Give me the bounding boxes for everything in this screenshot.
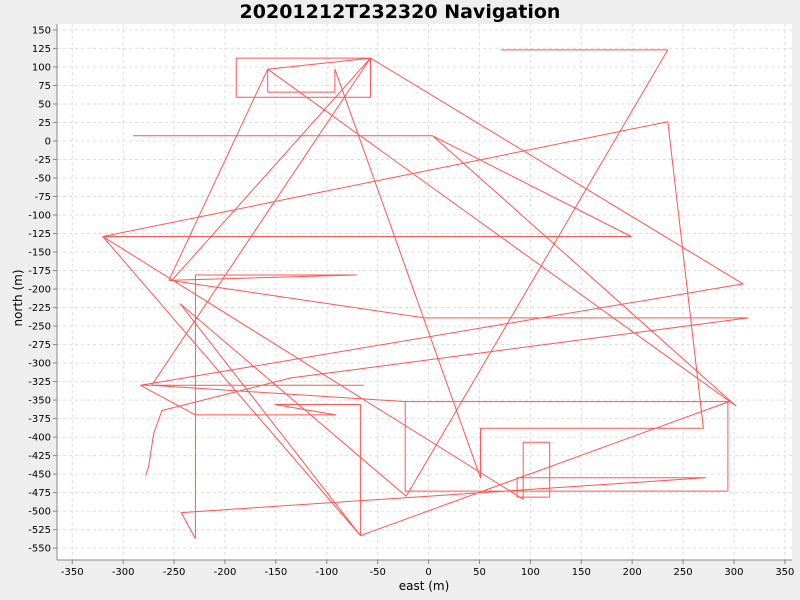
x-tick-label: -100 bbox=[315, 567, 338, 578]
x-tick-label: -350 bbox=[61, 567, 84, 578]
y-tick-label: -500 bbox=[28, 507, 51, 518]
y-tick-label: -75 bbox=[35, 192, 51, 203]
y-tick-label: -25 bbox=[35, 155, 51, 166]
y-tick-label: 100 bbox=[32, 62, 51, 73]
y-tick-label: -375 bbox=[28, 414, 51, 425]
x-tick-label: 150 bbox=[572, 567, 591, 578]
x-tick-label: 50 bbox=[473, 567, 486, 578]
x-tick-label: 0 bbox=[425, 567, 431, 578]
y-tick-label: -300 bbox=[28, 359, 51, 370]
x-tick-label: -250 bbox=[163, 567, 186, 578]
y-tick-label: -250 bbox=[28, 322, 51, 333]
y-tick-label: 0 bbox=[45, 136, 51, 147]
y-tick-label: 50 bbox=[38, 99, 51, 110]
y-axis-label: north (m) bbox=[11, 269, 25, 326]
x-tick-label: 200 bbox=[623, 567, 642, 578]
x-tick-label: 100 bbox=[521, 567, 540, 578]
y-tick-label: 150 bbox=[32, 25, 51, 36]
y-tick-label: -50 bbox=[35, 173, 51, 184]
x-tick-label: -200 bbox=[214, 567, 237, 578]
y-tick-label: -200 bbox=[28, 285, 51, 296]
axes bbox=[56, 24, 792, 561]
x-tick-label: 350 bbox=[775, 567, 794, 578]
x-tick-label: -300 bbox=[112, 567, 135, 578]
y-tick-label: -350 bbox=[28, 396, 51, 407]
y-tick-label: -550 bbox=[28, 544, 51, 555]
x-tick-label: 250 bbox=[674, 567, 693, 578]
x-tick-label: -50 bbox=[369, 567, 385, 578]
x-ticks: -350 -300 -250 -200 -150 -100 -50 0 50 100 150 200 2… bbox=[61, 560, 794, 578]
y-tick-label: -225 bbox=[28, 303, 51, 314]
y-ticks: 150 125 100 75 50 25 0 -25 -50 -75 -100 -125 -150 -17… bbox=[28, 25, 57, 555]
x-tick-label: 300 bbox=[724, 567, 743, 578]
x-tick-label: -150 bbox=[265, 567, 288, 578]
y-tick-label: -325 bbox=[28, 377, 51, 388]
x-axis-label: east (m) bbox=[399, 579, 450, 593]
y-tick-label: -475 bbox=[28, 488, 51, 499]
grid bbox=[57, 24, 792, 560]
y-tick-label: -125 bbox=[28, 229, 51, 240]
navigation-track-line bbox=[102, 49, 749, 539]
y-tick-label: -150 bbox=[28, 248, 51, 259]
plot-area bbox=[57, 24, 792, 560]
data-layer bbox=[102, 49, 749, 539]
y-tick-label: 75 bbox=[38, 81, 51, 92]
y-tick-label: -425 bbox=[28, 451, 51, 462]
y-tick-label: 25 bbox=[38, 118, 51, 129]
y-tick-label: -525 bbox=[28, 525, 51, 536]
chart-title: 20201212T232320 Navigation bbox=[239, 1, 561, 23]
y-tick-label: -100 bbox=[28, 211, 51, 222]
y-tick-label: -175 bbox=[28, 266, 51, 277]
y-tick-label: -275 bbox=[28, 340, 51, 351]
y-tick-label: -400 bbox=[28, 433, 51, 444]
y-tick-label: 125 bbox=[32, 44, 51, 55]
y-tick-label: -450 bbox=[28, 470, 51, 481]
